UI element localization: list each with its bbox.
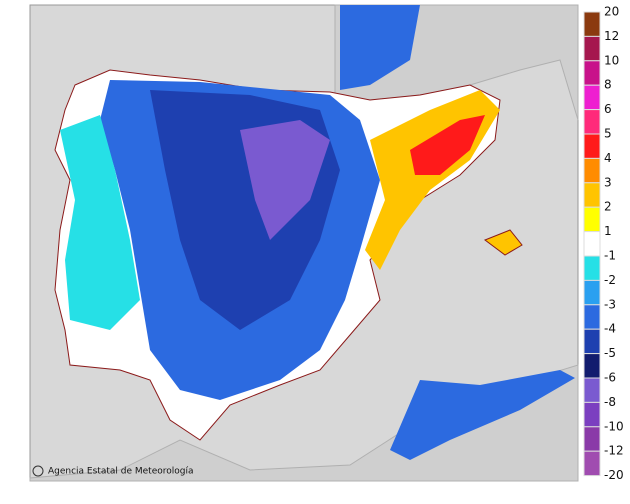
legend-label: 2 <box>604 200 612 214</box>
legend-swatch <box>583 377 601 403</box>
legend-label: 20 <box>604 5 619 19</box>
legend-swatch <box>583 206 601 233</box>
credit: Agencia Estatal de Meteorología <box>48 467 194 477</box>
legend-label: 8 <box>604 78 612 92</box>
legend: 20 12 10 8 6 5 4 3 2 1 -1 -2 -3 -4 -5 -6 -8 -10 -12 -20 <box>583 5 624 482</box>
legend-swatch <box>583 353 601 379</box>
legend-swatch <box>583 60 601 86</box>
cool-west <box>60 115 140 330</box>
coldest <box>240 120 330 240</box>
legend-swatch <box>583 426 601 452</box>
legend-swatch <box>583 328 601 355</box>
legend-swatch <box>583 11 601 37</box>
legend-label: -4 <box>604 322 616 336</box>
islands <box>483 229 523 256</box>
legend-swatch <box>583 304 601 330</box>
legend-swatch <box>583 35 601 62</box>
legend-swatch <box>583 231 601 257</box>
north-cold <box>340 5 420 90</box>
legend-label: -12 <box>604 444 624 458</box>
legend-label: -20 <box>604 468 624 482</box>
legend-swatch <box>583 182 601 208</box>
legend-label: -5 <box>604 346 616 360</box>
africa <box>29 364 579 482</box>
legend-label: 6 <box>604 102 612 116</box>
legend-label: -10 <box>604 419 624 433</box>
legend-swatch <box>583 279 601 306</box>
warmest <box>410 115 485 175</box>
legend-label: -3 <box>604 297 616 311</box>
legend-label: -1 <box>604 249 616 263</box>
legend-swatch <box>583 157 601 184</box>
legend-label: -6 <box>604 371 616 385</box>
legend-swatch <box>583 255 601 281</box>
legend-swatch <box>583 133 601 159</box>
credit-logo <box>32 465 44 477</box>
legend-label: 5 <box>604 127 612 141</box>
legend-swatch <box>583 450 601 477</box>
legend-label: 4 <box>604 151 612 165</box>
legend-label: -8 <box>604 395 616 409</box>
legend-label: -2 <box>604 273 616 287</box>
legend-swatch <box>583 84 601 111</box>
legend-label: 12 <box>604 29 619 43</box>
legend-label: 1 <box>604 224 612 238</box>
south-cold <box>390 370 575 460</box>
legend-label: 3 <box>604 175 612 189</box>
legend-swatch <box>583 401 601 428</box>
land <box>29 4 579 482</box>
legend-label: 10 <box>604 53 619 67</box>
legend-swatch <box>583 109 601 135</box>
